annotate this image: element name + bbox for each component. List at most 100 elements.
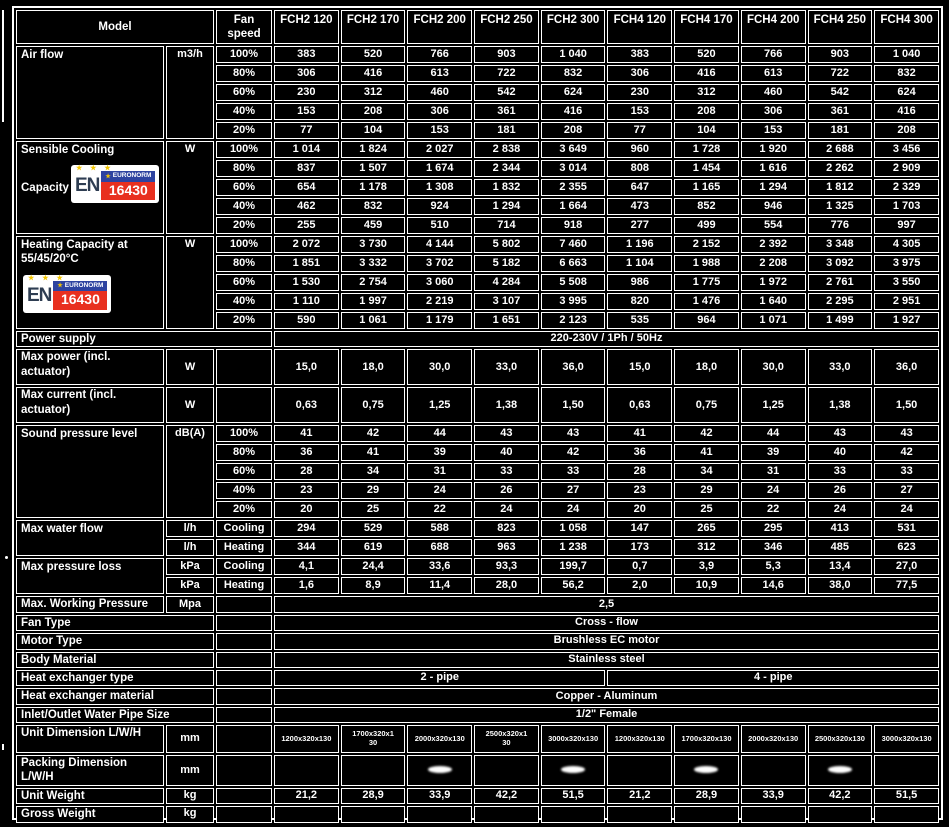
value-cell: 3 649 <box>540 141 606 158</box>
value-text: 0,63 <box>295 398 318 411</box>
value-cell: 1 616 <box>740 160 806 177</box>
value-cell: 208 <box>540 122 606 139</box>
value-cell: 181 <box>474 122 539 139</box>
unit-cell: l/h <box>166 520 215 538</box>
value-cell: 1 196 <box>607 236 673 253</box>
value-text: 33,0 <box>495 360 518 373</box>
value-cell: 36 <box>274 444 339 462</box>
value-cell: 77,5 <box>874 577 939 595</box>
value-cell: 56,2 <box>540 577 606 595</box>
value-cell: 3 107 <box>474 293 539 310</box>
value-cell: 147 <box>607 520 673 538</box>
empty-cell <box>216 596 273 613</box>
value-cell: 5 802 <box>474 236 539 253</box>
euronorm-en16430-logo: ★ ★ ★ EN ★ EURONORM 16430 <box>70 165 160 204</box>
value-cell: 413 <box>807 520 873 538</box>
value-cell: 22 <box>407 501 473 519</box>
value-cell: 42,2 <box>807 787 873 805</box>
value-cell: 1,25 <box>407 387 473 424</box>
value-cell: 3 730 <box>340 236 406 253</box>
value-cell: 2000x320x130 <box>407 725 473 753</box>
value-cell <box>874 755 939 786</box>
value-cell: 153 <box>274 103 339 120</box>
unit-cell: mm <box>166 755 215 786</box>
euronorm-text: EURONORM <box>64 281 104 289</box>
value-cell: 1 040 <box>874 46 939 63</box>
value-cell: 28 <box>274 463 339 481</box>
value-cell: 4,1 <box>274 558 339 576</box>
value-cell: 535 <box>607 312 673 329</box>
value-cell: 104 <box>674 122 739 139</box>
fan-speed-cell: 20% <box>216 312 273 329</box>
value-cell: 10,9 <box>674 577 739 595</box>
value-cell: 27 <box>540 482 606 500</box>
value-text: 30,0 <box>762 360 784 373</box>
fan-speed-cell: 40% <box>216 293 273 310</box>
value-cell: 3 456 <box>874 141 939 158</box>
value-cell: 1 507 <box>340 160 406 177</box>
euro-stars-icon: ★ ★ ★ <box>28 274 66 282</box>
euronorm-en16430-logo: ★ ★ ★ EN ★ EURONORM 16430 <box>23 274 112 313</box>
value-cell: 837 <box>274 160 339 177</box>
value-cell: 30,0 <box>407 349 473 386</box>
row-label: Max water flow <box>16 520 164 557</box>
euro-stars-icon: ★ ★ ★ <box>75 165 114 173</box>
smudge-artifact <box>561 766 586 774</box>
value-cell: 531 <box>874 520 939 538</box>
value-cell: 5,3 <box>740 558 806 576</box>
fan-speed-header: Fan speed <box>216 10 273 44</box>
value-text: 33,0 <box>829 360 851 373</box>
right-merged-value-cell: 4 - pipe <box>607 669 939 687</box>
value-cell: 33,0 <box>807 349 873 386</box>
value-cell <box>474 755 539 786</box>
fan-speed-cell: 100% <box>216 46 273 63</box>
value-text: 0,63 <box>629 398 651 411</box>
value-cell: 1 014 <box>274 141 339 158</box>
value-cell: 460 <box>407 84 473 101</box>
value-text: 2500x320x130 <box>814 733 865 743</box>
value-cell: 31 <box>407 463 473 481</box>
value-cell: 33,6 <box>407 558 473 576</box>
value-cell: 918 <box>540 217 606 234</box>
value-cell: 34 <box>674 463 739 481</box>
value-cell: 2 951 <box>874 293 939 310</box>
value-cell: 1 104 <box>607 255 673 272</box>
value-cell: 832 <box>340 198 406 215</box>
value-cell: 18,0 <box>674 349 739 386</box>
value-text: 1,25 <box>429 398 451 411</box>
model-column-header: FCH2 200 <box>407 10 473 44</box>
euronorm-banner: ★ EURONORM <box>53 280 108 292</box>
row-label: Heat exchanger type <box>16 669 215 687</box>
value-cell: 13,4 <box>807 558 873 576</box>
value-cell: 2500x320x1 30 <box>474 725 539 753</box>
value-cell: 306 <box>407 103 473 120</box>
value-cell: 1700x320x130 <box>674 725 739 753</box>
merged-value-cell: Copper - Aluminum <box>274 688 939 705</box>
value-cell: 28,9 <box>674 787 739 805</box>
value-cell: 1 997 <box>340 293 406 310</box>
empty-cell <box>216 614 273 632</box>
value-cell: 33 <box>807 463 873 481</box>
value-cell: 554 <box>740 217 806 234</box>
value-cell: 1 179 <box>407 312 473 329</box>
value-cell: 312 <box>674 539 739 557</box>
value-cell: 1 651 <box>474 312 539 329</box>
unit-cell: m3/h <box>166 46 215 139</box>
value-cell: 6 663 <box>540 255 606 272</box>
value-cell: 2 208 <box>740 255 806 272</box>
value-cell: 3 702 <box>407 255 473 272</box>
fan-speed-cell: 60% <box>216 84 273 101</box>
value-cell: 1 851 <box>274 255 339 272</box>
value-cell: 153 <box>607 103 673 120</box>
value-cell: 903 <box>807 46 873 63</box>
value-cell: 2 392 <box>740 236 806 253</box>
spec-table: Model Fan speed FCH2 120 FCH2 170 FCH2 200 FC… <box>14 8 941 825</box>
scan-artifact <box>5 556 8 559</box>
value-text: 15,0 <box>295 360 318 373</box>
row-label: Unit Weight <box>16 787 164 805</box>
value-cell: 2 688 <box>807 141 873 158</box>
value-cell: 460 <box>740 84 806 101</box>
value-cell: 766 <box>740 46 806 63</box>
merged-value-cell: Stainless steel <box>274 651 939 668</box>
euronorm-text: EURONORM <box>112 172 152 180</box>
